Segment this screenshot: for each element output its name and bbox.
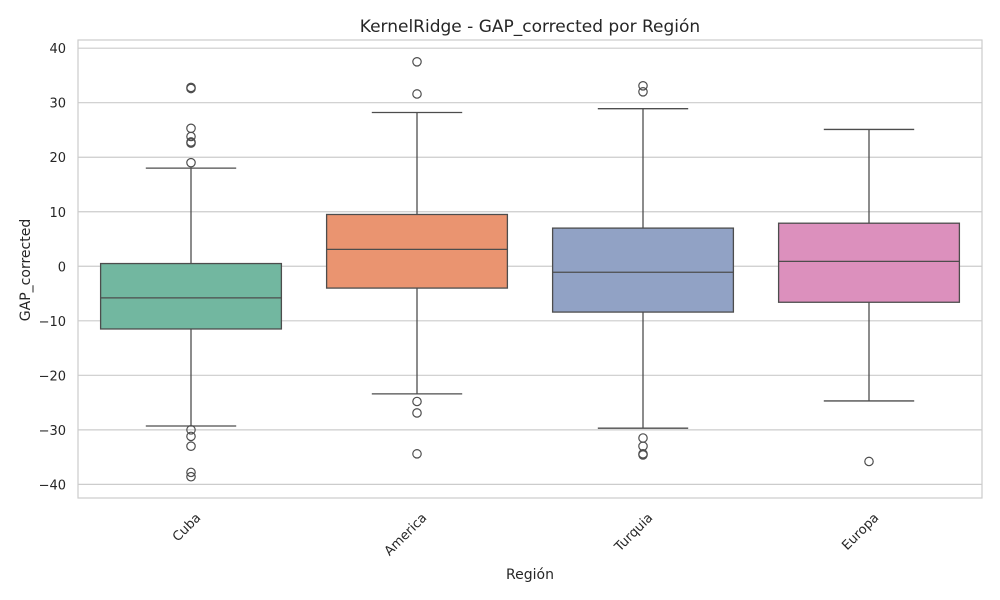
y-axis-label: GAP_corrected <box>18 219 34 321</box>
iqr-box <box>325 213 509 289</box>
outlier-point <box>638 86 648 97</box>
x-axis-label: Región <box>506 567 554 583</box>
y-tick-label: −20 <box>39 369 66 384</box>
y-tick-label: 20 <box>49 151 66 166</box>
outlier-point <box>412 396 422 407</box>
iqr-box <box>99 262 283 330</box>
box-group-america <box>325 57 509 459</box>
y-tick-label: 30 <box>49 97 66 112</box>
outlier-point <box>638 81 648 91</box>
outlier-point <box>186 83 196 94</box>
outlier-point <box>412 57 422 67</box>
outlier-point <box>186 431 196 442</box>
y-tick-label: −30 <box>39 424 66 439</box>
chart-title: KernelRidge - GAP_corrected por Región <box>360 17 700 37</box>
box-group-turquia <box>551 81 735 460</box>
box-group-europa <box>777 128 961 467</box>
y-tick-label: 40 <box>49 42 66 57</box>
y-tick-label: 10 <box>49 206 66 221</box>
iqr-box <box>777 222 961 303</box>
iqr-box <box>551 227 735 313</box>
outlier-point <box>186 441 196 452</box>
grid-lines <box>78 47 982 485</box>
outlier-point <box>186 131 196 142</box>
outlier-point <box>186 138 196 148</box>
outlier-point <box>638 450 648 460</box>
y-tick-label: 0 <box>58 260 66 275</box>
plot-area-frame <box>77 39 983 499</box>
y-tick-label: −40 <box>39 478 66 493</box>
outlier-point <box>186 425 196 435</box>
box-group-cuba <box>99 82 283 482</box>
outlier-point <box>412 408 422 418</box>
outlier-point <box>186 157 196 168</box>
box-layer <box>99 57 961 482</box>
outlier-point <box>412 89 422 99</box>
outlier-point <box>864 456 874 467</box>
outlier-point <box>186 471 196 482</box>
y-tick-labels: 40 30 20 10 0 −10 −20 −30 −40 <box>39 42 66 493</box>
y-tick-label: −10 <box>39 315 66 330</box>
outlier-point <box>412 449 422 459</box>
outlier-point <box>186 467 196 478</box>
